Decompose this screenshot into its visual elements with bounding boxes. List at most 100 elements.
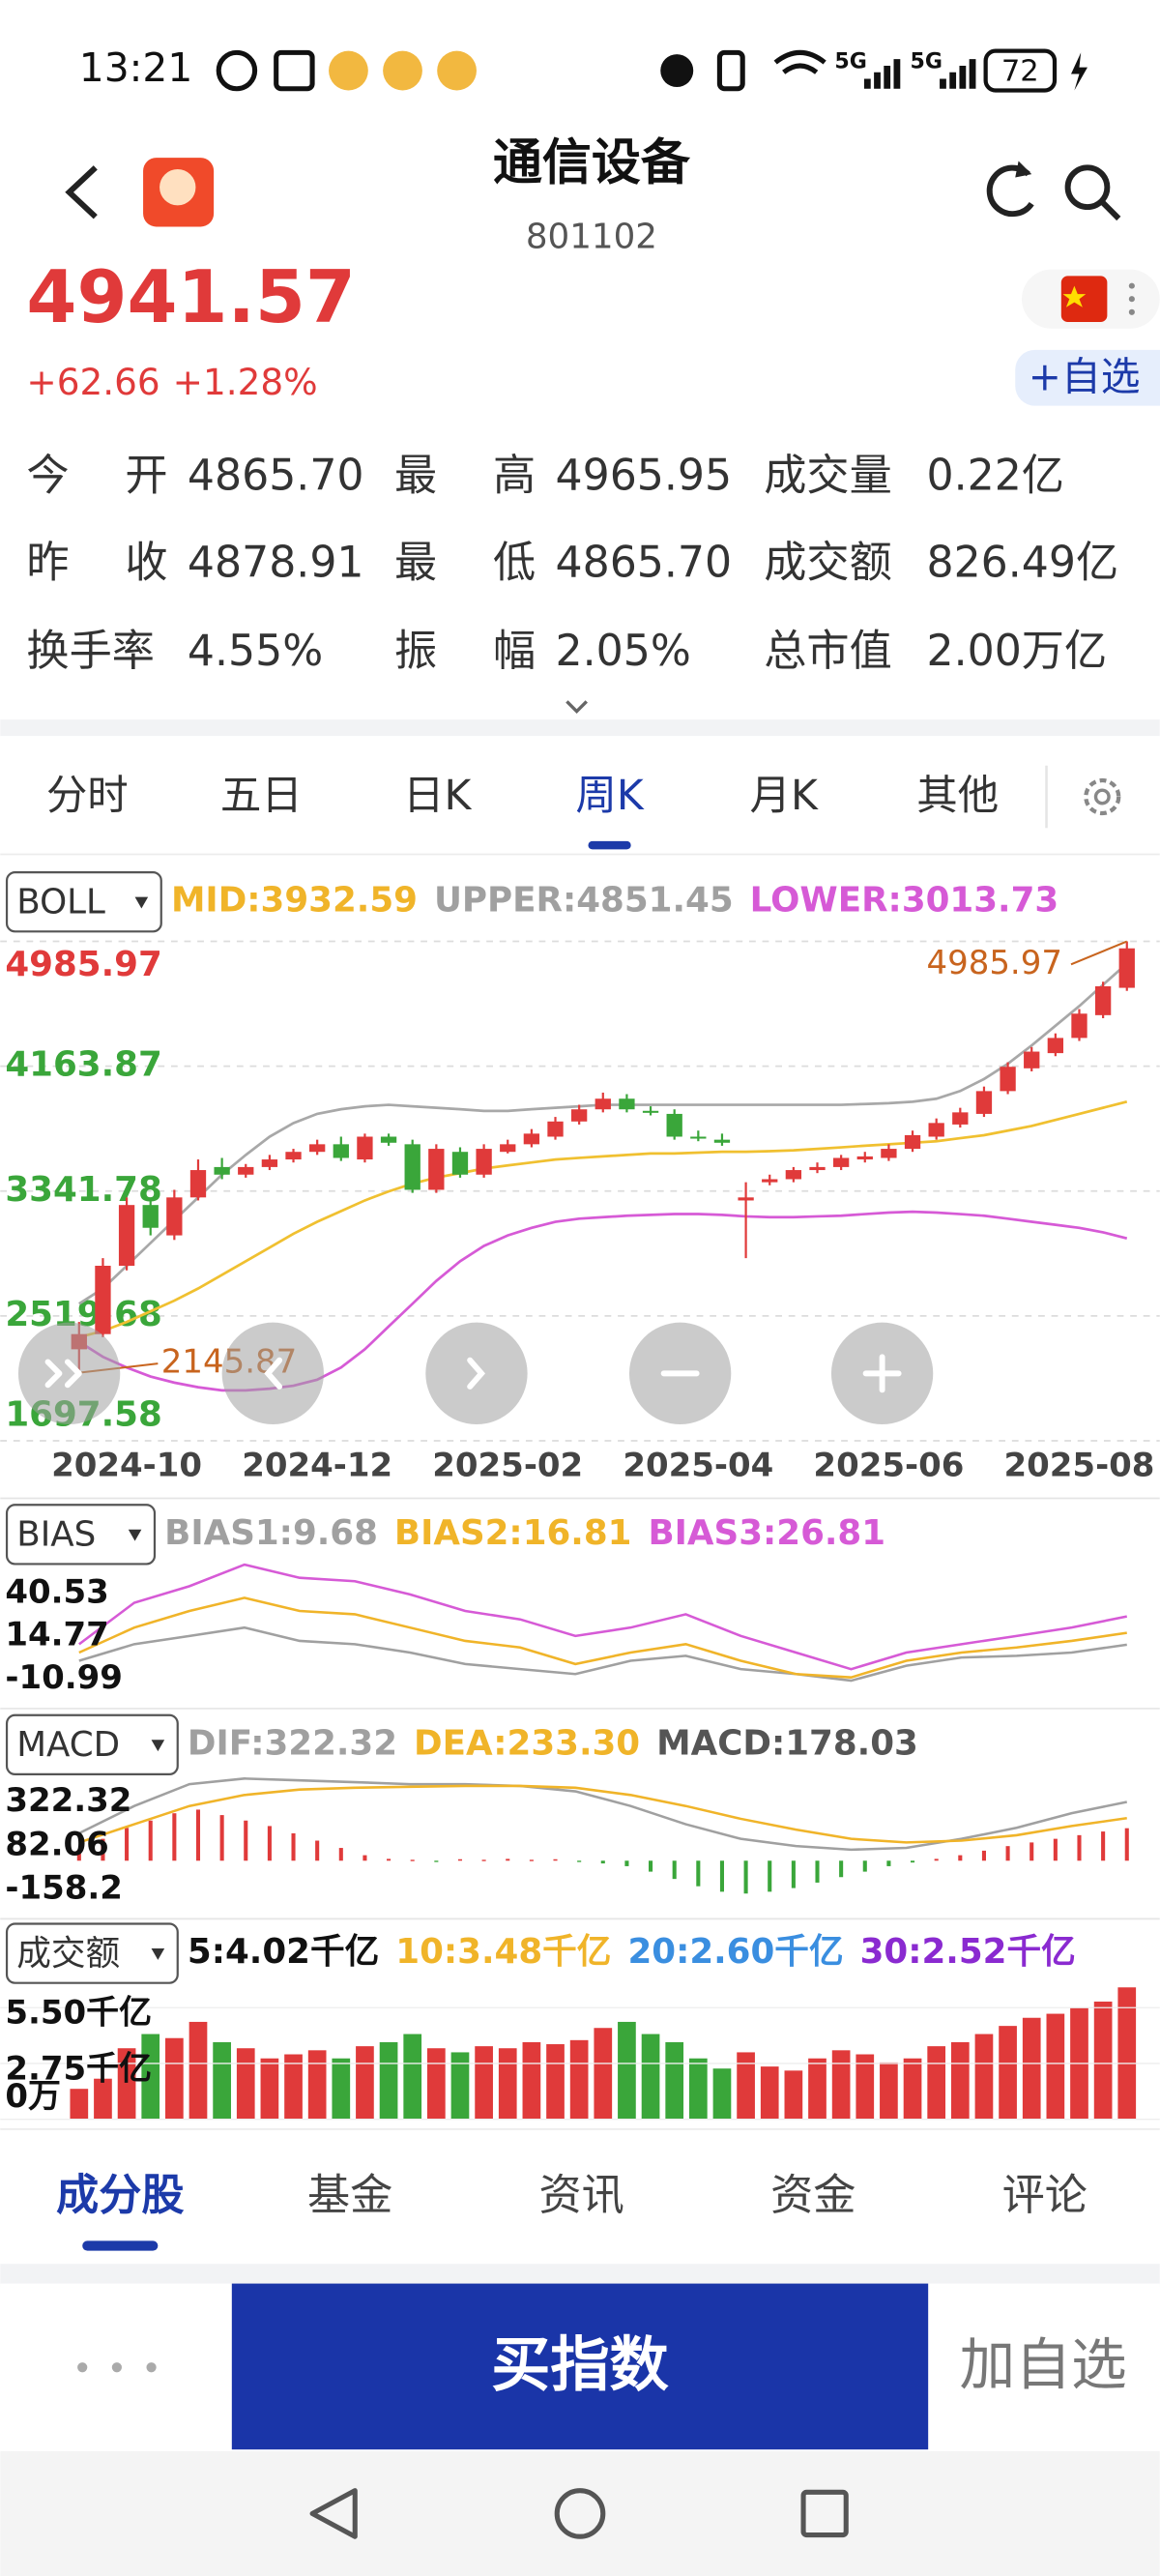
- candle-body: [738, 1197, 754, 1201]
- macd-bar: [577, 1860, 582, 1862]
- volume-bar: [260, 2058, 279, 2120]
- search-handle: [1100, 199, 1121, 221]
- max-marker: 4985.97: [926, 944, 1061, 982]
- dropdown-arrow: [128, 1529, 142, 1541]
- status-icon: [716, 49, 745, 92]
- nav-home[interactable]: [554, 2488, 606, 2539]
- more-dot[interactable]: [146, 2362, 157, 2373]
- period-tab[interactable]: 五日: [220, 773, 303, 820]
- stat-value: 2.00万亿: [926, 627, 1107, 676]
- section-gap: [0, 2264, 1160, 2287]
- candle-body: [451, 1152, 469, 1175]
- last-price: 4941.57: [26, 255, 355, 339]
- legend-entry: LOWER:3013.73: [750, 881, 1059, 921]
- macd-bar: [1005, 1846, 1010, 1861]
- macd-bar: [1077, 1834, 1082, 1861]
- volume-bar: [688, 2058, 708, 2120]
- bias-line: [78, 1563, 1128, 1671]
- volume-bar: [498, 2048, 517, 2120]
- more-dot[interactable]: [111, 2362, 122, 2373]
- legend-entry: BIAS3:26.81: [648, 1513, 885, 1553]
- candle-body: [856, 1156, 873, 1160]
- y-tick-label: 4163.87: [5, 1045, 161, 1085]
- candle-body: [547, 1121, 564, 1137]
- search-button[interactable]: [1064, 164, 1111, 211]
- period-tab[interactable]: 日K: [403, 773, 472, 820]
- status-icon: [329, 50, 368, 91]
- volume-bar: [1022, 2017, 1041, 2120]
- volume-bar: [737, 2052, 755, 2120]
- buy-button-label: 买指数: [491, 2331, 669, 2400]
- volume-bar: [70, 2089, 89, 2120]
- battery-icon: [983, 48, 1058, 93]
- indicator-selector[interactable]: [5, 1713, 179, 1776]
- refresh-arrow: [1015, 161, 1032, 178]
- macd-bar: [76, 1849, 81, 1861]
- candle-body: [975, 1091, 993, 1114]
- network-label: 5G: [834, 50, 866, 74]
- section-gap: [0, 719, 1160, 737]
- nav-back[interactable]: [309, 2488, 358, 2539]
- settings-button[interactable]: [1084, 777, 1121, 816]
- candle-body: [952, 1112, 969, 1125]
- stat-value: 2.05%: [556, 627, 691, 676]
- indicator-selector[interactable]: [5, 871, 162, 933]
- back-button[interactable]: [65, 165, 98, 220]
- content-tab[interactable]: 基金: [307, 2171, 392, 2220]
- volume-bar: [475, 2046, 493, 2120]
- max-marker-leader: [1070, 940, 1128, 966]
- content-tab[interactable]: 评论: [1002, 2171, 1088, 2220]
- candle-body: [380, 1136, 397, 1143]
- period-tab[interactable]: 分时: [46, 773, 129, 820]
- candle-body: [118, 1205, 135, 1267]
- more-dot[interactable]: [77, 2362, 88, 2373]
- candle-body: [428, 1149, 445, 1190]
- volume-bar: [403, 2034, 422, 2120]
- add-watch-button[interactable]: 加自选: [959, 2332, 1126, 2398]
- stat-value: 4965.95: [556, 451, 733, 500]
- indicator-selector[interactable]: [5, 1504, 157, 1566]
- volume-bar: [808, 2058, 826, 2120]
- macd-bar: [934, 1859, 939, 1861]
- more-dot: [1128, 282, 1135, 289]
- period-tab[interactable]: 月K: [750, 773, 819, 820]
- zoom-button[interactable]: [425, 1322, 528, 1425]
- period-tab[interactable]: 其他: [916, 773, 999, 820]
- stat-value: 4878.91: [188, 538, 364, 587]
- volume-bar: [594, 2028, 613, 2120]
- y-tick-label: 4985.97: [5, 945, 161, 984]
- stat-value: 0.22亿: [926, 451, 1063, 500]
- indicator-selector[interactable]: [5, 1922, 179, 1984]
- y-tick-label: 322.32: [5, 1781, 131, 1820]
- price-change: +62.66: [26, 361, 160, 403]
- nav-bar: [0, 2450, 1160, 2576]
- tab-indicator: [82, 2240, 159, 2251]
- content-tab[interactable]: 成分股: [56, 2171, 184, 2220]
- macd-bar: [886, 1860, 891, 1866]
- candle-body: [642, 1110, 659, 1113]
- indicator-name: 成交额: [16, 1934, 120, 1974]
- volume-bar: [284, 2054, 303, 2120]
- macd-bar: [457, 1859, 463, 1861]
- stat-label: 换手率: [26, 627, 154, 676]
- wifi-icon: [773, 49, 826, 74]
- volume-bar: [546, 2044, 565, 2120]
- app-icon-glyph: [160, 168, 196, 206]
- legend-entry: MACD:178.03: [656, 1723, 918, 1763]
- watch-button[interactable]: [1015, 349, 1160, 406]
- zoom-button[interactable]: [221, 1322, 324, 1425]
- y-tick-label: 2.75千亿: [5, 2049, 152, 2088]
- refresh-button[interactable]: [986, 164, 1034, 218]
- candle-body: [928, 1123, 944, 1137]
- zoom-button[interactable]: [17, 1322, 121, 1425]
- stat-value: 826.49亿: [926, 538, 1118, 587]
- content-tab[interactable]: 资讯: [539, 2171, 624, 2220]
- expand-chevron[interactable]: [566, 700, 588, 715]
- content-tab[interactable]: 资金: [770, 2171, 856, 2220]
- macd-bar: [600, 1860, 605, 1864]
- nav-recents[interactable]: [800, 2489, 849, 2538]
- buy-button[interactable]: [231, 2283, 929, 2450]
- period-tab[interactable]: 周K: [575, 773, 644, 820]
- page-title: 通信设备: [493, 135, 691, 192]
